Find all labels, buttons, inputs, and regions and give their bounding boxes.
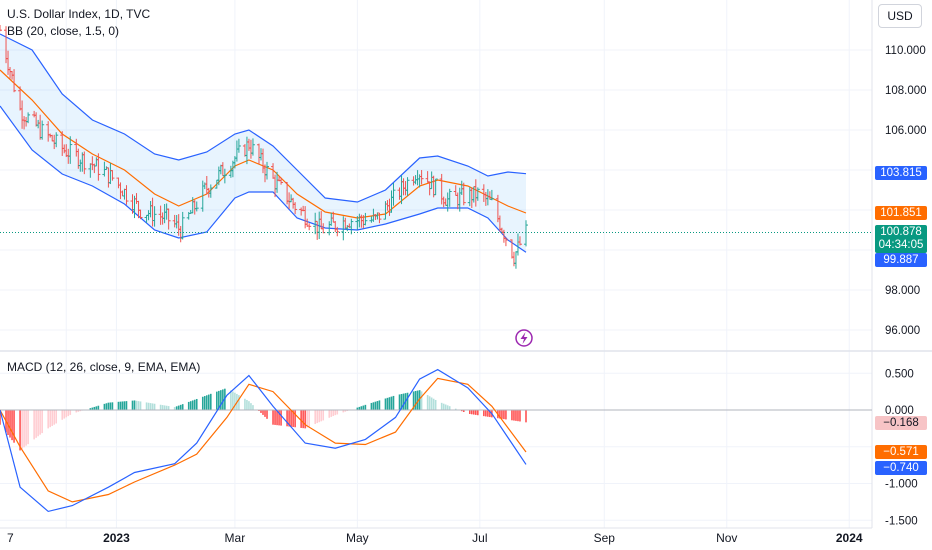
- ohlc-bar: [208, 184, 213, 198]
- bb-upper-badge: 103.815: [875, 166, 927, 180]
- ohlc-bar: [26, 112, 31, 124]
- ohlc-bar: [152, 206, 157, 227]
- ohlc-bar: [391, 182, 396, 206]
- ohlc-bar: [0, 24, 2, 32]
- ohlc-bar: [236, 138, 241, 153]
- ohlc-bar: [250, 138, 255, 156]
- ohlc-bar: [307, 223, 312, 231]
- macd-tick-label: -1.000: [885, 479, 918, 491]
- ohlc-bar: [12, 69, 17, 93]
- histogram-badge: −0.168: [875, 416, 927, 430]
- ohlc-bar: [40, 120, 45, 140]
- ohlc-bar: [68, 136, 73, 164]
- macd-tick-label: -1.500: [885, 515, 918, 527]
- ohlc-bar: [419, 170, 424, 185]
- bb-basis-badge: 101.851: [875, 206, 927, 220]
- bb-upper-line: [0, 33, 527, 203]
- price-tick-label: 98.000: [885, 285, 920, 297]
- ohlc-bar: [349, 218, 354, 235]
- macd-histogram: [0, 388, 527, 451]
- ohlc-bar: [517, 236, 522, 246]
- ohlc-bar: [511, 251, 516, 267]
- ohlc-bar: [279, 177, 284, 185]
- ohlc-bar: [513, 251, 518, 269]
- lightning-icon-bolt: [520, 332, 528, 344]
- ohlc-bar: [222, 168, 227, 184]
- ohlc-bar: [265, 161, 270, 180]
- countdown-value: 04:34:05: [878, 239, 924, 251]
- price-tick-label: 106.000: [885, 125, 927, 137]
- ohlc-bar: [293, 202, 298, 215]
- time-tick-label: 2023: [103, 531, 130, 545]
- ohlc-bar: [194, 201, 199, 212]
- time-tick-label: 2024: [836, 531, 863, 545]
- time-tick-label: Nov: [716, 531, 737, 545]
- lightning-icon: [515, 329, 533, 347]
- signal-badge: −0.571: [875, 445, 927, 459]
- ohlc-bar: [96, 153, 101, 181]
- time-tick-label: May: [346, 531, 369, 545]
- ohlc-bar: [82, 151, 87, 175]
- time-tick-label: Sep: [594, 531, 616, 545]
- currency-button[interactable]: USD: [878, 4, 922, 28]
- bb-lower-badge: 99.887: [875, 253, 927, 267]
- symbol-title[interactable]: U.S. Dollar Index, 1D, TVC: [7, 7, 151, 21]
- time-tick-label: 7: [7, 531, 14, 545]
- macd-tick-label: 0.500: [885, 368, 914, 380]
- ohlc-bar: [524, 220, 528, 247]
- ohlc-bar: [461, 182, 466, 206]
- ohlc-bar: [124, 185, 129, 205]
- ohlc-bar: [166, 208, 171, 230]
- signal-line: [0, 377, 527, 503]
- ohlc-bar: [54, 132, 59, 148]
- ohlc-bar: [433, 178, 438, 196]
- bb-fill: [0, 34, 526, 253]
- ohlc-bar: [335, 226, 340, 237]
- macd-legend[interactable]: MACD (12, 26, close, 9, EMA, EMA): [7, 360, 201, 374]
- ohlc-bar: [447, 188, 452, 207]
- last-price-badge: 100.878 04:34:05: [875, 225, 927, 253]
- price-bars: [0, 24, 528, 269]
- grid: [0, 0, 872, 528]
- macd-badge: −0.740: [875, 461, 927, 475]
- ohlc-bar: [110, 170, 115, 181]
- ohlc-bar: [489, 189, 494, 201]
- last-price-value: 100.878: [880, 226, 922, 238]
- macd-line: [0, 368, 527, 513]
- ohlc-bar: [377, 212, 382, 224]
- ohlc-bar: [405, 177, 410, 196]
- price-tick-label: 108.000: [885, 85, 927, 97]
- price-tick-label: 110.000: [885, 45, 926, 57]
- ohlc-bar: [475, 187, 480, 201]
- ohlc-bar: [363, 212, 368, 226]
- bb-legend[interactable]: BB (20, close, 1.5, 0): [7, 24, 120, 38]
- ohlc-bar: [503, 237, 508, 247]
- time-tick-label: Mar: [225, 531, 246, 545]
- ohlc-bar: [180, 211, 185, 240]
- ohlc-bar: [138, 209, 143, 220]
- macd-tick-label: 0.000: [885, 405, 914, 417]
- price-tick-label: 96.000: [885, 325, 920, 337]
- time-tick-label: Jul: [472, 531, 487, 545]
